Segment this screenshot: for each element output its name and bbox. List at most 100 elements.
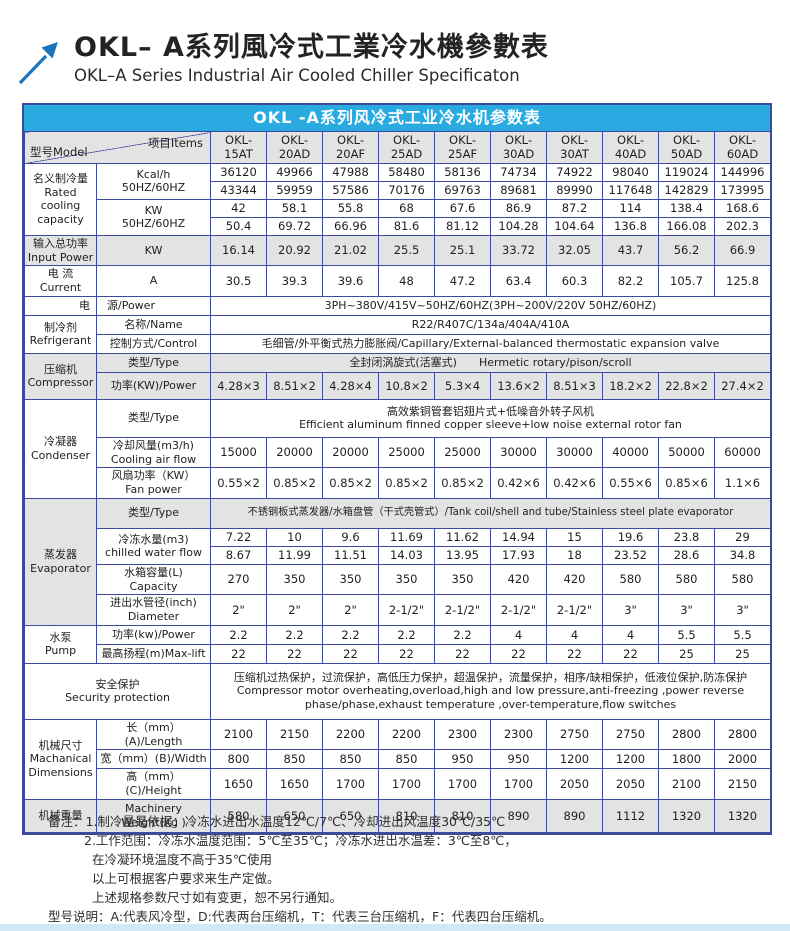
compressor-label: 压缩机 Compressor [24, 352, 97, 400]
kcal-50hz-value-0: 36120 [210, 162, 267, 182]
kcal-50hz-value-9: 144996 [714, 162, 771, 182]
input-power-value-1: 20.92 [266, 234, 323, 267]
table-row-kw-50hz: KW 50HZ/60HZ 42 58.1 55.8 68 67.6 86.9 87.2 114 1… [25, 198, 771, 236]
weight-value-4: 810 [434, 798, 491, 833]
max-lift-label: 最高扬程(m)Max-lift [96, 643, 211, 664]
input-power-unit: KW [96, 234, 211, 267]
max-lift-value-3: 22 [378, 643, 435, 664]
table-row-security: 安全保护 Security protection 压缩机过热保护，过流保护，高低压… [24, 662, 771, 720]
model-header-1: OKL- 20AD [266, 131, 323, 164]
chilled-water-flow-50hz-value-1: 10 [266, 527, 323, 547]
cooling-air-flow-value-6: 30000 [546, 436, 603, 469]
current-value-5: 63.4 [490, 265, 547, 297]
chilled-water-flow-60hz-value-2: 11.51 [322, 545, 379, 565]
cooling-air-flow-value-7: 40000 [602, 436, 659, 469]
compressor-power-value-7: 18.2×2 [602, 371, 659, 400]
refrigerant-control-label: 控制方式/Control [96, 333, 211, 354]
security-protection-value: 压缩机过热保护，过流保护，高低压力保护，超温保护，流量保护，相序/缺相保护，低液… [210, 662, 771, 720]
chilled-water-flow-60hz-value-3: 14.03 [378, 545, 435, 565]
input-power-value-2: 21.02 [322, 234, 379, 267]
table-row-pipe-diameter: 进出水管径(inch) Diameter 2" 2" 2" 2-1/2" 2-1/2" 2-… [25, 594, 771, 626]
width-value-3: 850 [378, 749, 435, 770]
input-power-value-6: 32.05 [546, 234, 603, 267]
input-power-value-5: 33.72 [490, 234, 547, 267]
table-row-width: 宽（mm）(B)/Width 800 850 850 850 950 950 1200 1200… [25, 749, 771, 770]
kw-60hz-value-3: 81.6 [378, 216, 435, 236]
width-value-8: 1800 [658, 749, 715, 770]
compressor-type-value: 全封闭涡旋式(活塞式) Hermetic rotary/pison/scroll [210, 352, 771, 373]
note-line-4: 上述规格参数尺寸如有变更，恕不另行通知。 [92, 890, 343, 905]
kw-50hz-value-2: 55.8 [322, 198, 379, 218]
power-supply-value: 3PH~380V/415V~50HZ/60HZ(3PH~200V/220V 50… [210, 295, 771, 316]
height-value-1: 1650 [266, 768, 323, 800]
fan-power-value-3: 0.85×2 [378, 467, 435, 499]
model-header-9: OKL- 60AD [714, 131, 771, 164]
length-value-0: 2100 [210, 718, 267, 751]
note-line-2: 在冷凝环境温度不高于35℃使用 [92, 852, 272, 867]
condenser-type-value: 高效紫铜管套铝翅片式+低噪音外转子风机 Efficient aluminum f… [210, 398, 771, 438]
length-value-8: 2800 [658, 718, 715, 751]
width-value-6: 1200 [546, 749, 603, 770]
width-value-2: 850 [322, 749, 379, 770]
model-header-8: OKL- 50AD [658, 131, 715, 164]
refrigerant-control-value: 毛细管/外平衡式热力膨胀阀/Capillary/External-balance… [210, 333, 771, 354]
width-value-9: 2000 [714, 749, 771, 770]
max-lift-value-5: 22 [490, 643, 547, 664]
kcal-60hz-value-9: 173995 [714, 180, 771, 200]
compressor-power-value-8: 22.8×2 [658, 371, 715, 400]
width-value-7: 1200 [602, 749, 659, 770]
length-value-7: 2750 [602, 718, 659, 751]
pump-power-value-4: 2.2 [434, 624, 491, 645]
table-row-compressor-power: 功率(KW)/Power 4.28×3 8.51×2 4.28×4 10.8×2 5.3×… [25, 371, 771, 400]
kcal-60hz-value-7: 117648 [602, 180, 659, 200]
kcal-50hz-value-3: 58480 [378, 162, 435, 182]
chilled-water-flow-50hz-value-9: 29 [714, 527, 771, 547]
table-row-weight: 机械重量 Machinery Weight(Kg ) 580 650 650 810 810… [24, 798, 771, 833]
width-value-4: 950 [434, 749, 491, 770]
kw-60hz-value-8: 166.08 [658, 216, 715, 236]
kw-60hz-value-6: 104.64 [546, 216, 603, 236]
fan-power-value-5: 0.42×6 [490, 467, 547, 499]
compressor-power-value-9: 27.4×2 [714, 371, 771, 400]
width-value-0: 800 [210, 749, 267, 770]
max-lift-value-8: 25 [658, 643, 715, 664]
table-row-tank-capacity: 水箱容量(L) Capacity 270 350 350 350 350 420 420 580… [25, 563, 771, 596]
chilled-water-flow-60hz-value-8: 28.6 [658, 545, 715, 565]
kw-60hz-value-2: 66.96 [322, 216, 379, 236]
width-label: 宽（mm）(B)/Width [96, 749, 211, 770]
notes: 备注：1.制冷量是依据：冷冻水进出水温度12℃/7℃、冷却进出风温度30℃/35… [22, 812, 768, 931]
height-value-5: 1700 [490, 768, 547, 800]
length-value-2: 2200 [322, 718, 379, 751]
max-lift-value-6: 22 [546, 643, 603, 664]
current-value-2: 39.6 [322, 265, 379, 297]
table-row-refrigerant-control: 控制方式/Control 毛细管/外平衡式热力膨胀阀/Capillary/Exte… [25, 333, 771, 354]
pump-power-value-8: 5.5 [658, 624, 715, 645]
kcal-60hz-value-6: 89990 [546, 180, 603, 200]
pipe-diameter-value-0: 2" [210, 594, 267, 626]
weight-value-9: 1320 [714, 798, 771, 833]
pipe-diameter-value-3: 2-1/2" [378, 594, 435, 626]
weight-value-3: 810 [378, 798, 435, 833]
chilled-water-flow-50hz-value-7: 19.6 [602, 527, 659, 547]
evaporator-type-value: 不锈钢板式蒸发器/水箱盘管（干式壳管式）/Tank coil/shell and… [210, 497, 771, 529]
spec-table: 型号Model 项目Items OKL- 15AT OKL- 20AD OKL- 20A… [24, 131, 771, 833]
kw-50hz-value-9: 168.6 [714, 198, 771, 218]
evaporator-type-label: 类型/Type [96, 497, 211, 529]
chilled-water-flow-50hz-value-0: 7.22 [210, 527, 267, 547]
fan-power-value-4: 0.85×2 [434, 467, 491, 499]
chilled-water-flow-50hz-value-2: 9.6 [322, 527, 379, 547]
power-supply-label: 源/Power [96, 295, 211, 316]
input-power-value-4: 25.1 [434, 234, 491, 267]
pump-power-value-1: 2.2 [266, 624, 323, 645]
current-value-7: 82.2 [602, 265, 659, 297]
current-label: 电 流 Current [24, 265, 97, 297]
kcal-50hz-value-7: 98040 [602, 162, 659, 182]
note-line-0: 备注：1.制冷量是依据：冷冻水进出水温度12℃/7℃、冷却进出风温度30℃/35… [48, 814, 506, 829]
cooling-air-flow-value-4: 25000 [434, 436, 491, 469]
kcal-item-label: Kcal/h 50HZ/60HZ [96, 162, 211, 200]
pump-power-value-6: 4 [546, 624, 603, 645]
table-row-max-lift: 最高扬程(m)Max-lift 22 22 22 22 22 22 22 22 25 25 [25, 643, 771, 664]
max-lift-value-1: 22 [266, 643, 323, 664]
evaporator-label: 蒸发器 Evaporator [24, 497, 97, 626]
kw-50hz-value-5: 86.9 [490, 198, 547, 218]
